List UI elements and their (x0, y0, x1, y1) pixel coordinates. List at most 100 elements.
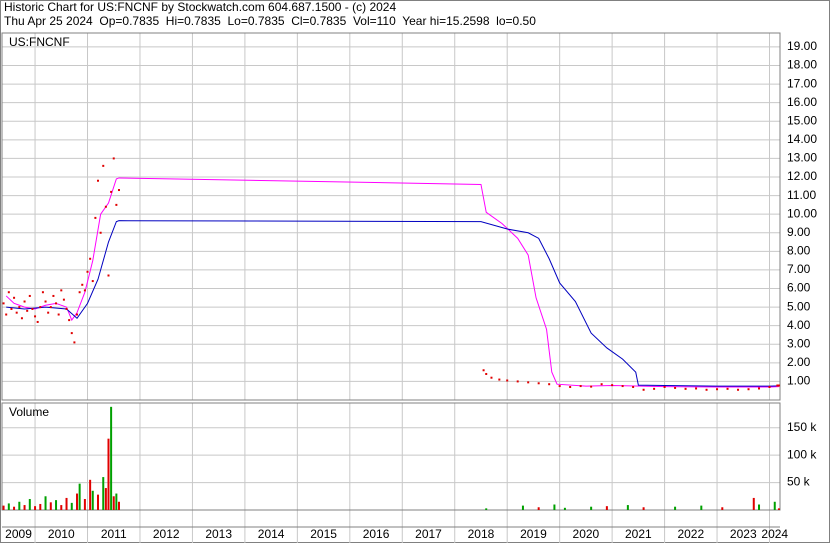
x-tick-label: 2018 (468, 527, 495, 541)
volume-bar (55, 500, 58, 510)
close-point (527, 381, 530, 384)
y-tick-label: 50 k (787, 475, 811, 489)
volume-bar (758, 504, 761, 510)
close-point (684, 387, 687, 390)
x-tick-label: 2020 (573, 527, 600, 541)
volume-bar (60, 505, 63, 510)
volume-bar (89, 479, 92, 510)
x-tick-label: 2009 (5, 527, 32, 541)
close-point (76, 313, 79, 316)
x-tick-label: 2024 (761, 527, 788, 541)
close-point (2, 302, 5, 305)
y-tick-label: 1.00 (787, 374, 811, 388)
volume-bar (44, 496, 47, 510)
close-point (60, 289, 63, 292)
close-point (10, 307, 13, 310)
close-point (768, 385, 771, 388)
close-point (31, 307, 34, 310)
close-point (537, 382, 540, 385)
close-point (558, 385, 561, 388)
close-point (777, 384, 780, 387)
y-tick-label: 100 k (787, 447, 817, 461)
volume-bar (102, 477, 105, 510)
close-point (107, 274, 110, 277)
close-point (44, 300, 47, 303)
volume-bar (34, 506, 37, 510)
y-tick-label: 17.00 (787, 76, 817, 90)
close-point (68, 319, 71, 322)
close-point (70, 332, 73, 335)
x-tick-label: 2017 (415, 527, 442, 541)
close-point (89, 257, 92, 260)
panel-title: Volume (9, 405, 49, 419)
close-point (726, 387, 729, 390)
close-point (110, 190, 113, 193)
volume-bar (721, 507, 724, 510)
close-point (26, 309, 29, 312)
close-point (78, 291, 81, 294)
x-tick-label: 2012 (153, 527, 180, 541)
x-tick-label: 2010 (48, 527, 75, 541)
plot-frame (1, 32, 781, 401)
moving-average (6, 220, 779, 387)
y-tick-label: 16.00 (787, 95, 817, 109)
y-tick-label: 13.00 (787, 151, 817, 165)
volume-bar (485, 508, 488, 510)
close-point (15, 311, 18, 314)
y-tick-label: 7.00 (787, 262, 811, 276)
close-point (485, 372, 488, 375)
close-point (611, 384, 614, 387)
close-point (115, 203, 118, 206)
volume-bar (18, 501, 21, 510)
volume-bar (76, 493, 79, 510)
volume-bar (70, 502, 73, 510)
close-point (747, 388, 750, 391)
y-tick-label: 2.00 (787, 355, 811, 369)
plot-frame (1, 402, 781, 511)
close-point (642, 388, 645, 391)
close-point (506, 379, 509, 382)
close-point (20, 317, 23, 320)
volume-bar (112, 496, 115, 510)
close-point (28, 294, 31, 297)
close-point (18, 306, 21, 309)
volume-bar (107, 438, 110, 510)
close-point (621, 385, 624, 388)
close-point (737, 388, 740, 391)
volume-bar (537, 507, 540, 510)
y-tick-label: 12.00 (787, 169, 817, 183)
close-point (112, 157, 115, 160)
close-point (99, 231, 102, 234)
close-point (5, 313, 8, 316)
volume-bar (97, 494, 100, 510)
x-tick-label: 2019 (520, 527, 547, 541)
close-point (548, 383, 551, 386)
y-tick-label: 18.00 (787, 58, 817, 72)
header-title: Historic Chart for US:FNCNF by Stockwatc… (4, 0, 396, 14)
close-point (674, 386, 677, 389)
close-point (102, 164, 105, 167)
close-point (83, 289, 86, 292)
volume-bar (91, 490, 94, 510)
y-tick-label: 15.00 (787, 113, 817, 127)
close-point (716, 388, 719, 391)
volume-bar (553, 504, 556, 510)
close-point (52, 294, 55, 297)
y-tick-label: 4.00 (787, 318, 811, 332)
close-point (86, 270, 89, 273)
volume-bar (674, 506, 677, 510)
volume-bar (521, 505, 524, 510)
volume-bar (605, 506, 608, 510)
close-point (579, 385, 582, 388)
volume-bar (700, 505, 703, 510)
volume-bar (39, 503, 42, 510)
y-tick-label: 10.00 (787, 206, 817, 220)
close-point (62, 298, 65, 301)
close-point (73, 341, 76, 344)
volume-bar (773, 501, 776, 510)
close-point (23, 300, 26, 303)
close-point (39, 306, 42, 309)
volume-bar (83, 499, 86, 510)
volume-bar (65, 497, 68, 510)
